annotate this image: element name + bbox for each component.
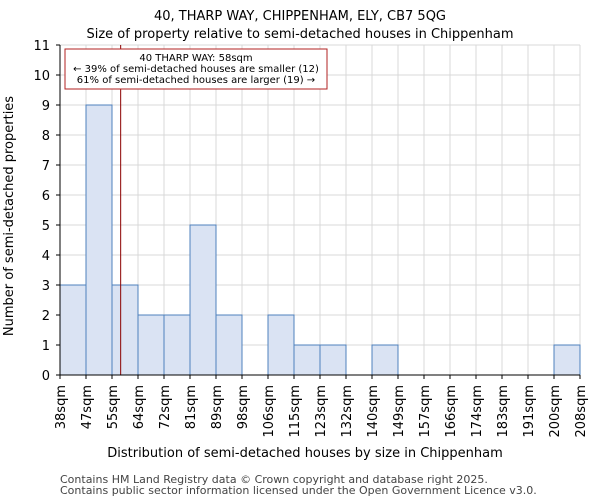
x-tick-label: 208sqm [574,385,589,438]
footer-line-1: Contains HM Land Registry data © Crown c… [60,473,488,486]
bar [163,314,191,376]
x-tick-label: 140sqm [366,385,381,438]
bars [59,104,581,376]
x-tick-label: 191sqm [522,385,537,438]
y-tick-label: 6 [42,189,50,204]
chart-subtitle: Size of property relative to semi-detach… [86,27,513,42]
chart-title: 40, THARP WAY, CHIPPENHAM, ELY, CB7 5QG [154,9,446,24]
y-axis-label: Number of semi-detached properties [2,96,17,336]
x-tick-label: 72sqm [158,385,173,429]
x-tick-label: 81sqm [184,385,199,429]
bar [59,284,87,376]
x-tick-label: 115sqm [288,385,303,438]
x-tick-label: 55sqm [106,385,121,429]
x-tick-label: 157sqm [418,385,433,438]
y-tick-label: 7 [42,159,50,174]
x-tick-label: 123sqm [314,385,329,438]
x-tick-label: 47sqm [80,385,95,429]
x-tick-label: 174sqm [470,385,485,438]
y-tick-label: 0 [42,369,50,384]
bar [111,284,139,376]
bar [267,314,295,376]
y-tick-label: 11 [33,39,50,54]
y-tick-label: 10 [33,69,50,84]
bar [319,344,347,376]
x-axis-label: Distribution of semi-detached houses by … [107,446,503,461]
y-tick-label: 1 [42,339,50,354]
bar [137,314,165,376]
x-tick-label: 149sqm [392,385,407,438]
x-tick-label: 98sqm [236,385,251,429]
x-ticks: 38sqm 47sqm 55sqm 64sqm 72sqm 81sqm 89sqm 98sqm… [54,375,589,438]
y-tick-label: 3 [42,279,50,294]
y-tick-label: 4 [42,249,50,264]
x-tick-label: 64sqm [132,385,147,429]
annotation-line-3: 61% of semi-detached houses are larger (… [77,75,315,86]
x-tick-label: 132sqm [340,385,355,438]
annotation-line-1: 40 THARP WAY: 58sqm [139,53,252,64]
bar [189,224,217,376]
annotation-box-border [64,48,328,90]
bar [215,314,243,376]
y-tick-label: 5 [42,219,50,234]
x-tick-label: 200sqm [548,385,563,438]
y-tick-label: 2 [42,309,50,324]
bar [553,344,581,376]
y-tick-label: 8 [42,129,50,144]
x-tick-label: 106sqm [262,385,277,438]
y-tick-label: 9 [42,99,50,114]
x-tick-label: 89sqm [210,385,225,429]
bar [371,344,399,376]
annotation-box: 40 THARP WAY: 58sqm ← 39% of semi-detach… [64,48,328,90]
x-tick-label: 38sqm [54,385,69,429]
y-ticks: 0 1 2 3 4 5 6 7 8 9 10 11 [33,39,60,384]
annotation-line-2: ← 39% of semi-detached houses are smalle… [73,64,319,75]
x-tick-label: 183sqm [496,385,511,438]
bar [85,104,113,376]
x-tick-label: 166sqm [444,385,459,438]
footer-line-2: Contains public sector information licen… [60,484,537,497]
bar [293,344,321,376]
